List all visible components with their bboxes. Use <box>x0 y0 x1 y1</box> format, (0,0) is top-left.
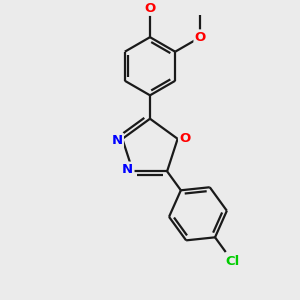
Text: O: O <box>144 2 156 15</box>
Text: Cl: Cl <box>226 255 240 268</box>
Text: O: O <box>179 132 191 145</box>
Text: N: N <box>122 163 133 176</box>
Text: N: N <box>112 134 123 147</box>
Text: O: O <box>195 31 206 44</box>
